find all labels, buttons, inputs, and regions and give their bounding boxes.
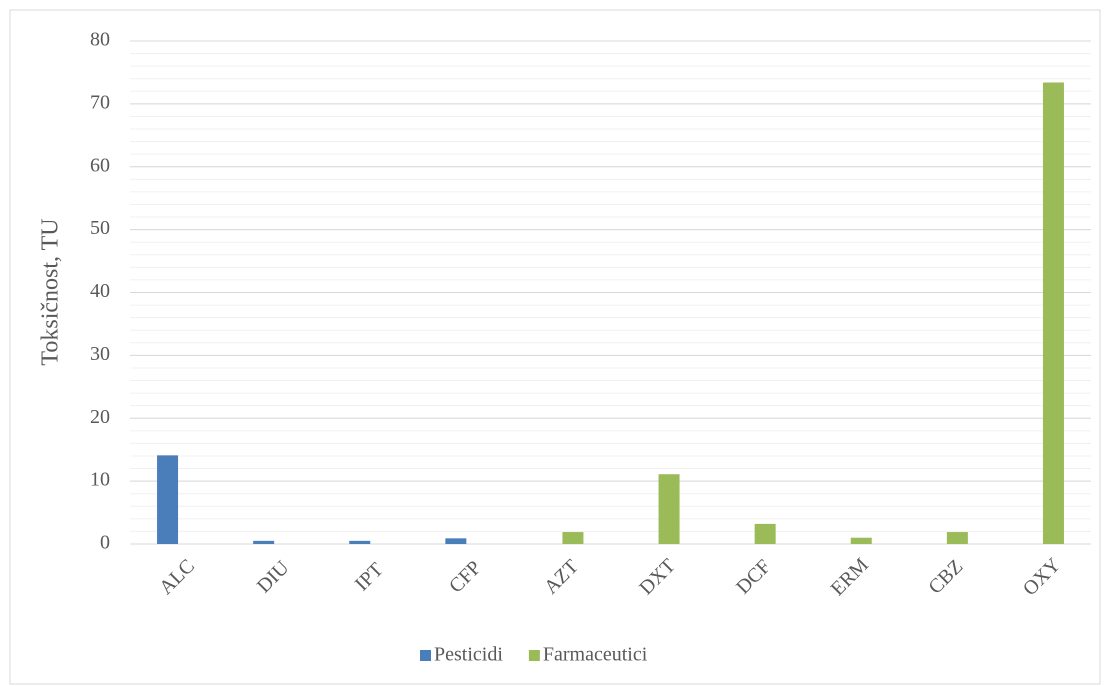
y-tick-label: 50: [90, 217, 110, 239]
legend-swatch: [528, 650, 540, 661]
bar: [253, 540, 275, 544]
bar: [157, 455, 179, 544]
y-tick-label: 20: [90, 406, 110, 428]
y-tick-label: 10: [90, 469, 110, 491]
y-tick-label: 30: [90, 343, 110, 365]
legend-swatch: [420, 650, 431, 661]
chart-border: [9, 9, 1101, 685]
y-axis-label: Toksičnost, TU: [38, 218, 64, 365]
y-tick-label: 80: [90, 29, 110, 51]
y-tick-label: 0: [100, 532, 110, 554]
bar: [349, 540, 371, 544]
legend-label: Farmaceutici: [543, 644, 648, 666]
y-tick-label: 70: [90, 91, 110, 113]
bar: [658, 474, 680, 544]
bar: [754, 523, 776, 544]
bar: [445, 538, 467, 544]
y-tick-label: 60: [90, 154, 110, 176]
y-tick-label: 40: [90, 280, 110, 302]
bar: [562, 532, 584, 544]
bar: [946, 532, 968, 544]
bar: [1042, 82, 1064, 544]
bar: [850, 537, 872, 544]
legend-label: Pesticidi: [434, 644, 503, 666]
